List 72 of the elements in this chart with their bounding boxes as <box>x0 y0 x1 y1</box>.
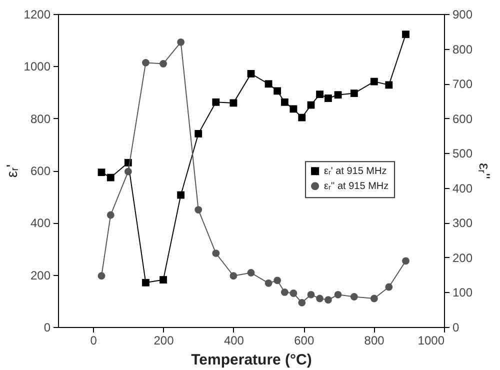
point <box>124 168 132 176</box>
point <box>280 98 288 106</box>
point <box>298 298 306 306</box>
point <box>402 257 410 265</box>
legend-label: εᵣ'' at 915 MHz <box>324 181 389 192</box>
x-tick-label: 400 <box>224 334 244 348</box>
x-tick-label: 600 <box>294 334 314 348</box>
point <box>307 290 315 298</box>
point <box>385 81 393 89</box>
point <box>385 283 393 291</box>
y2-tick-label: 0 <box>452 320 460 334</box>
point <box>274 87 282 95</box>
point <box>230 272 238 280</box>
point <box>264 80 272 88</box>
point <box>98 272 106 280</box>
y-tick-label: 600 <box>30 164 51 178</box>
point <box>142 278 150 286</box>
legend-label: εᵣ' at 915 MHz <box>324 166 387 178</box>
point <box>402 30 410 38</box>
point <box>177 191 185 199</box>
point <box>247 70 255 78</box>
y2-tick-label: 200 <box>452 250 473 265</box>
y2-tick-label: 800 <box>452 42 473 56</box>
point <box>212 250 220 257</box>
y-tick-label: 0 <box>44 320 51 334</box>
point <box>194 206 202 214</box>
x-tick-label: 800 <box>364 334 385 348</box>
point <box>274 276 282 284</box>
point <box>194 130 202 138</box>
point <box>316 90 324 98</box>
y2-tick-label: 900 <box>452 8 473 22</box>
x-axis-title: Temperature (°C) <box>191 352 312 368</box>
point <box>247 269 255 276</box>
point <box>98 168 106 176</box>
y2-tick-label: 300 <box>452 216 473 230</box>
point <box>334 91 342 99</box>
y2-tick-label: 600 <box>452 112 473 126</box>
point <box>298 114 306 122</box>
point <box>370 78 378 86</box>
y-tick-label: 1000 <box>24 60 51 74</box>
y2-axis-title: εᵣ'' <box>476 162 493 180</box>
y2-tick-label: 100 <box>452 286 473 300</box>
point <box>177 38 185 46</box>
point <box>160 60 167 68</box>
y-tick-label: 1200 <box>24 8 51 22</box>
point <box>142 58 150 66</box>
y-tick-label: 400 <box>30 216 51 230</box>
point <box>264 279 272 287</box>
y2-tick-label: 700 <box>452 77 473 92</box>
point <box>106 211 114 219</box>
point <box>350 293 358 300</box>
point <box>316 294 324 302</box>
point <box>324 296 332 304</box>
y-tick-label: 200 <box>30 268 51 282</box>
point <box>370 294 378 302</box>
y2-tick-label: 400 <box>452 181 473 196</box>
point <box>324 94 332 102</box>
y-axis-title: εᵣ' <box>4 164 21 178</box>
y2-tick-label: 500 <box>452 146 473 161</box>
point <box>230 99 238 107</box>
point <box>212 98 220 106</box>
y-tick-label: 800 <box>30 112 51 126</box>
point <box>106 174 114 182</box>
point <box>160 276 167 284</box>
point <box>334 290 342 298</box>
point <box>290 290 298 297</box>
point <box>290 105 298 113</box>
x-tick-label: 1000 <box>418 334 445 348</box>
x-tick-label: 200 <box>154 334 174 348</box>
x-tick-label: 0 <box>90 334 98 348</box>
point <box>280 288 288 296</box>
point <box>350 90 358 97</box>
